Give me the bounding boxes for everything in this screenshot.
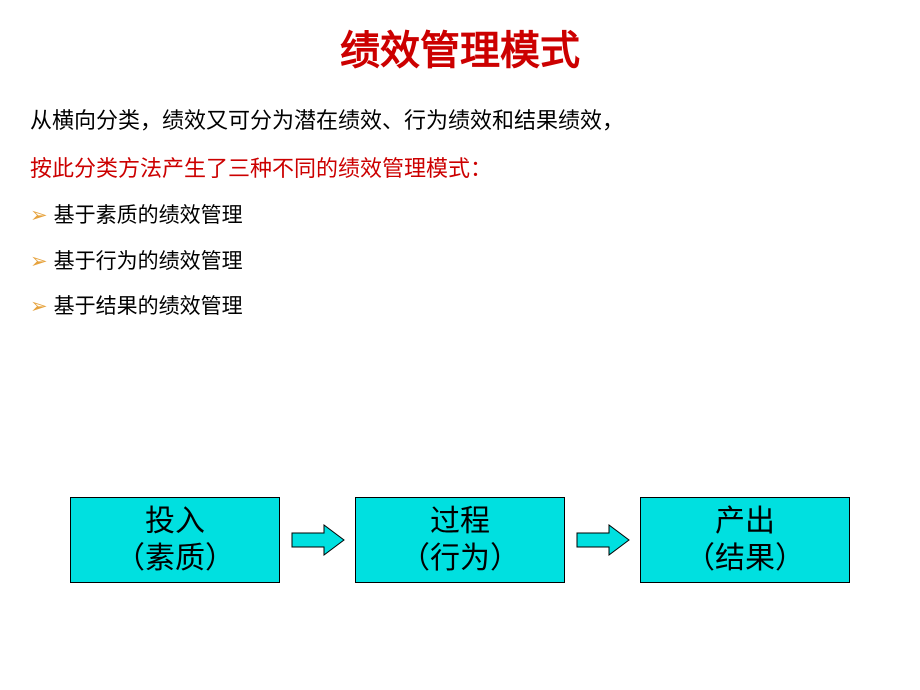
bullet-text: 基于结果的绩效管理 [54, 291, 243, 323]
chevron-right-icon: ➢ [30, 246, 48, 278]
intro-text: 从横向分类，绩效又可分为潜在绩效、行为绩效和结果绩效， [30, 108, 624, 133]
flow-node-line2: （素质） [115, 540, 235, 578]
flow-node-line1: 投入 [145, 503, 205, 541]
bullet-text: 基于素质的绩效管理 [54, 200, 243, 232]
content-area: 从横向分类，绩效又可分为潜在绩效、行为绩效和结果绩效， 按此分类方法产生了三种不… [0, 76, 920, 323]
flow-node-line1: 过程 [430, 503, 490, 541]
flow-node-process: 过程 （行为） [355, 497, 565, 583]
flow-node-line2: （结果） [685, 540, 805, 578]
intro-paragraph: 从横向分类，绩效又可分为潜在绩效、行为绩效和结果绩效， [30, 104, 890, 138]
flow-node-input: 投入 （素质） [70, 497, 280, 583]
flowchart: 投入 （素质） 过程 （行为） 产出 （结果） [0, 497, 920, 583]
flow-arrow [565, 523, 640, 557]
flow-node-output: 产出 （结果） [640, 497, 850, 583]
flow-node-line2: （行为） [400, 540, 520, 578]
bullet-list: ➢ 基于素质的绩效管理 ➢ 基于行为的绩效管理 ➢ 基于结果的绩效管理 [30, 200, 890, 323]
flow-arrow [280, 523, 355, 557]
highlight-paragraph: 按此分类方法产生了三种不同的绩效管理模式： [30, 152, 890, 186]
title-text: 绩效管理模式 [340, 29, 580, 73]
arrow-right-icon [290, 523, 346, 557]
bullet-item: ➢ 基于结果的绩效管理 [30, 291, 890, 323]
chevron-right-icon: ➢ [30, 291, 48, 323]
flow-node-line1: 产出 [715, 503, 775, 541]
arrow-right-icon [575, 523, 631, 557]
chevron-right-icon: ➢ [30, 200, 48, 232]
bullet-text: 基于行为的绩效管理 [54, 246, 243, 278]
highlight-text: 按此分类方法产生了三种不同的绩效管理模式： [30, 156, 492, 181]
slide-title: 绩效管理模式 [0, 0, 920, 76]
bullet-item: ➢ 基于行为的绩效管理 [30, 246, 890, 278]
bullet-item: ➢ 基于素质的绩效管理 [30, 200, 890, 232]
